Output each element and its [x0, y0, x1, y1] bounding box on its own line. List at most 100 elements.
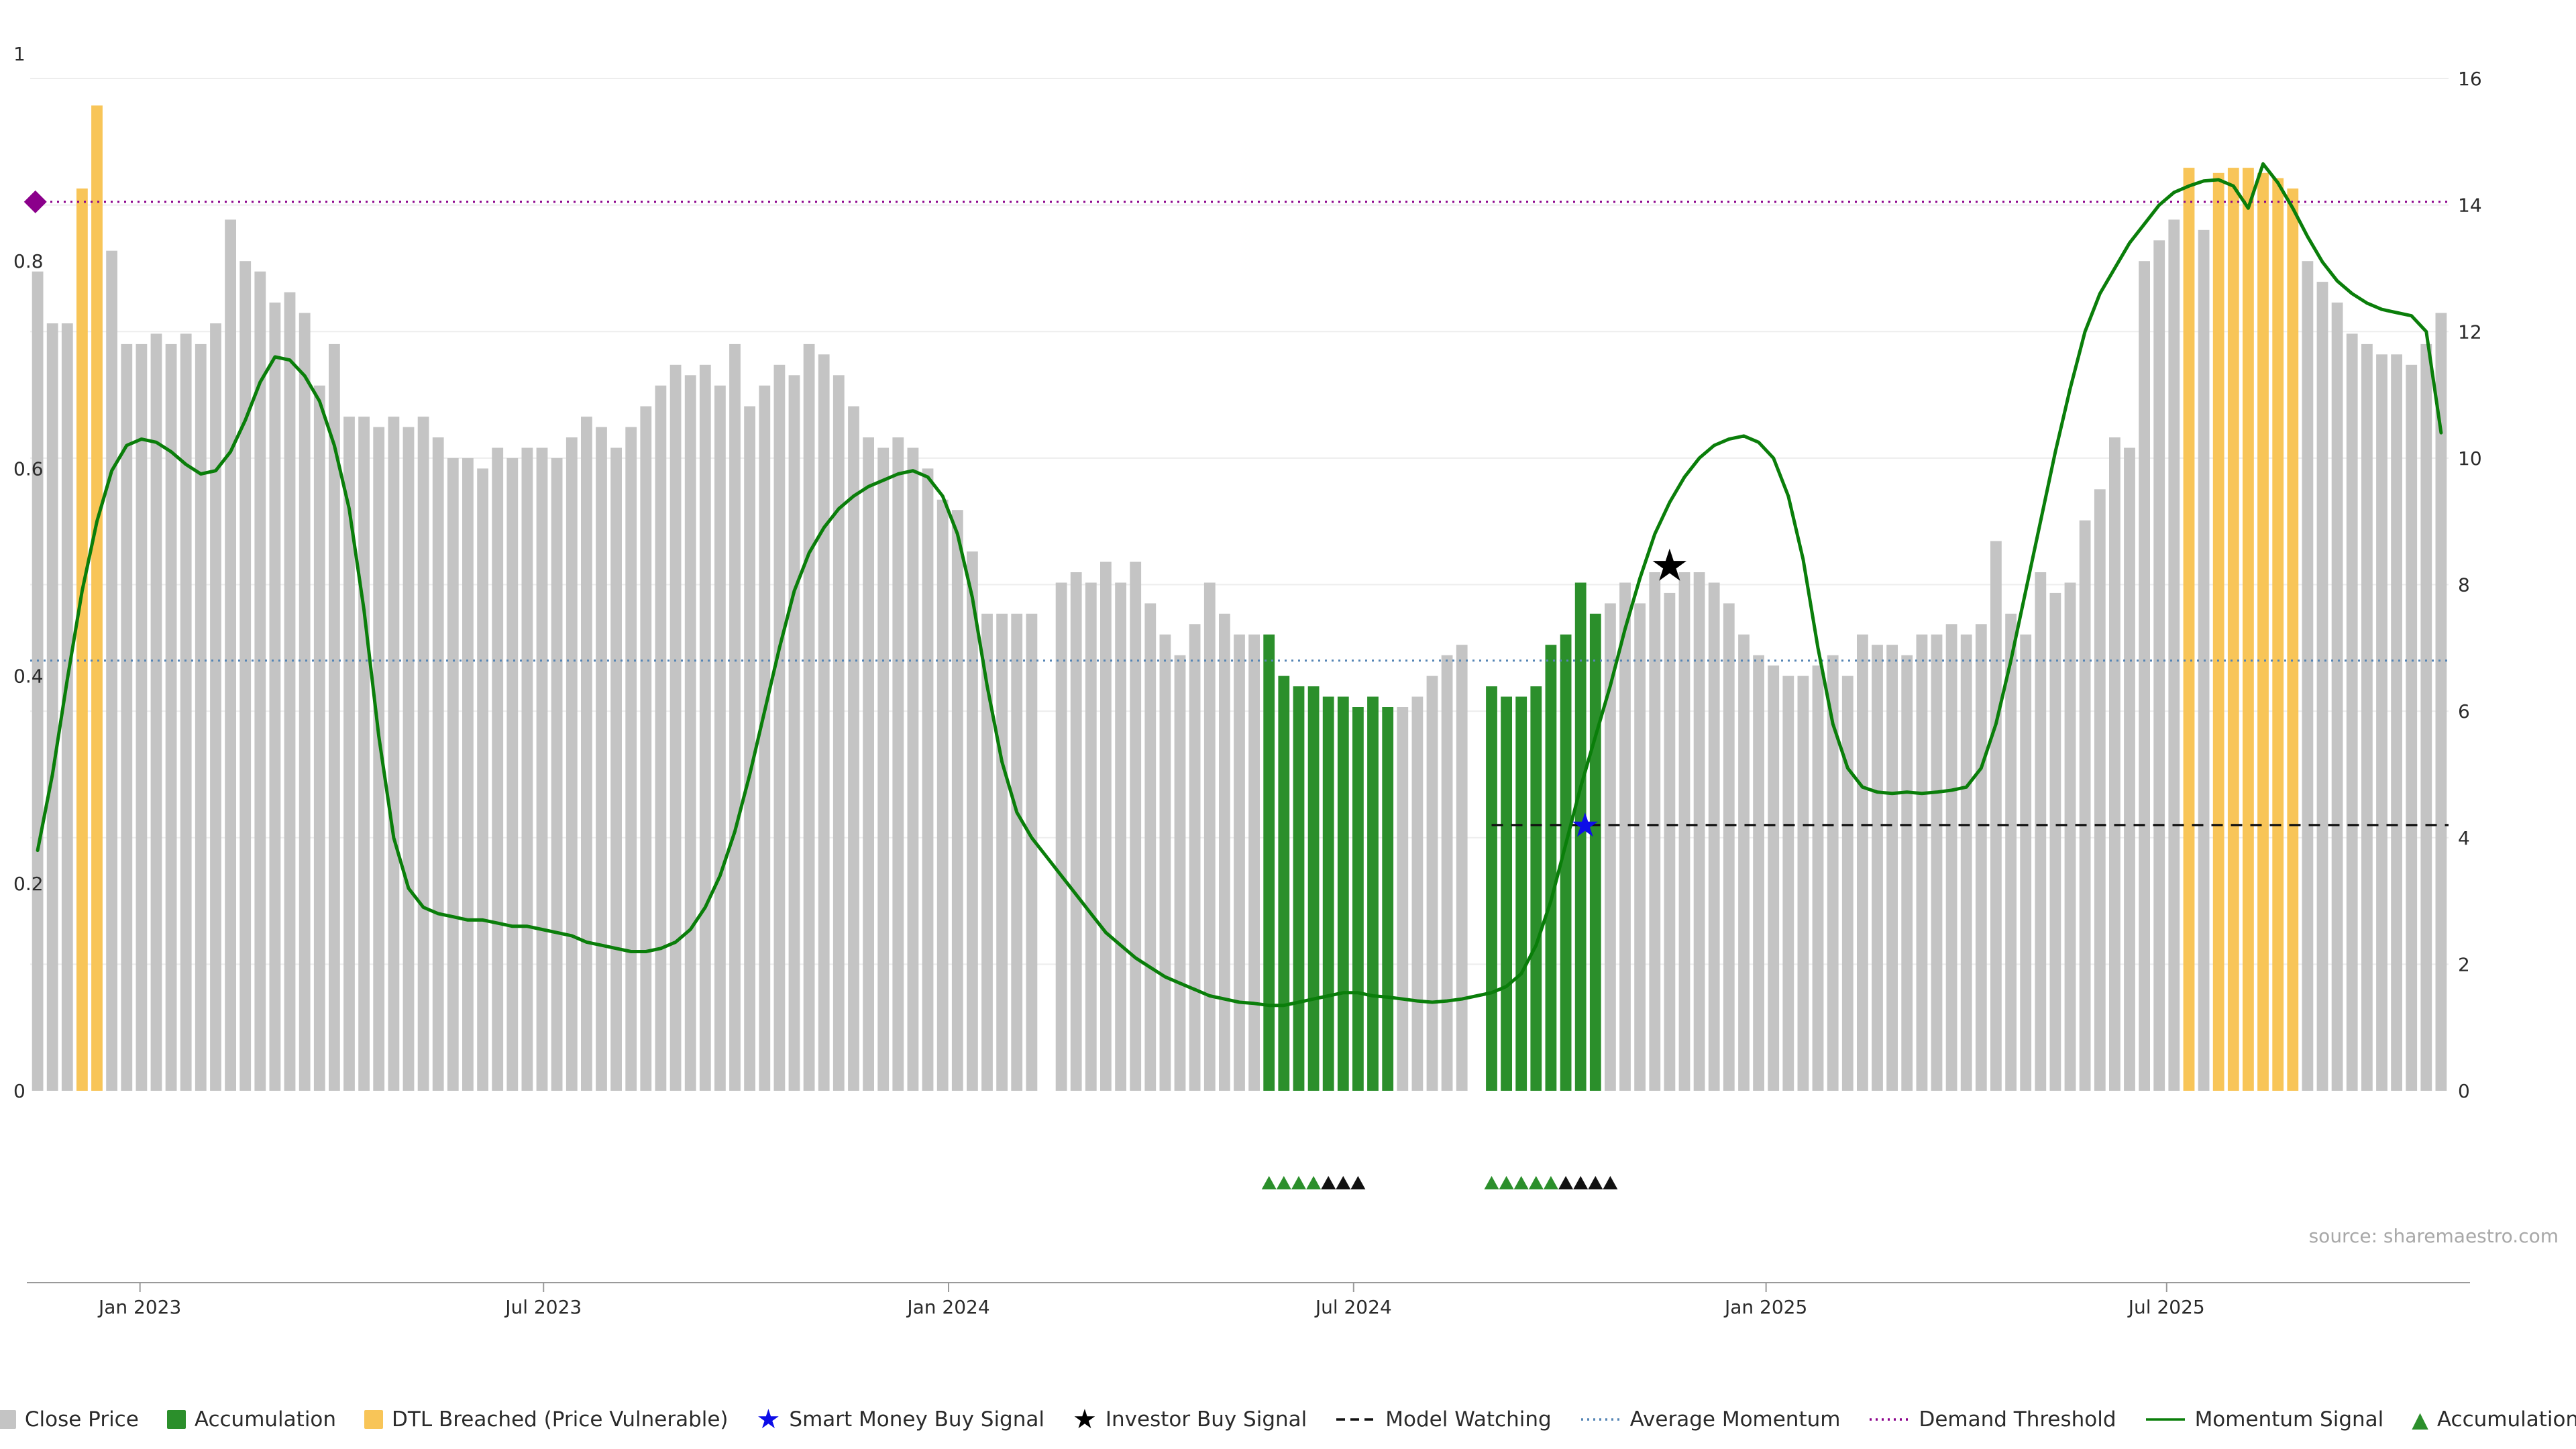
close-price-bar [432, 437, 444, 1091]
right-axis-tick-label: 0 [2458, 1080, 2470, 1102]
close-price-bar [1411, 696, 1424, 1091]
accumulation-triangle [1528, 1176, 1544, 1189]
close-price-bar [1426, 676, 1438, 1091]
close-price-bar [1085, 582, 1097, 1091]
legend-label: Accumulation [2436, 1407, 2576, 1432]
close-price-bar [1159, 634, 1171, 1091]
accumulation-triangle [1484, 1176, 1499, 1189]
right-axis-tick-label: 14 [2458, 195, 2482, 217]
close-price-bar [566, 437, 578, 1091]
accumulation-bar [1278, 676, 1290, 1091]
close-price-bar [1975, 624, 1987, 1091]
close-price-bar [1605, 603, 1616, 1091]
legend-label: Demand Threshold [1919, 1407, 2116, 1432]
bars-layer [32, 105, 2447, 1091]
signal-triangle [1350, 1176, 1366, 1189]
close-price-bar [402, 427, 415, 1091]
close-price-bar [2406, 364, 2418, 1091]
legend-dashed-line-icon [1335, 1416, 1377, 1423]
close-price-bar [417, 417, 429, 1091]
accumulation-triangle [1261, 1176, 1277, 1189]
accumulation-bar [1263, 634, 1275, 1091]
legend-item-dtl-breached-price-vulnerable: DTL Breached (Price Vulnerable) [364, 1407, 729, 1432]
close-price-bar [848, 406, 859, 1091]
momentum-signal-line [36, 162, 2443, 1008]
close-price-bar [1144, 603, 1157, 1091]
accumulation-bar [1322, 696, 1334, 1091]
close-price-bar [1634, 603, 1646, 1091]
close-price-bar [936, 499, 949, 1091]
dtl-breached-bar [2212, 172, 2224, 1091]
signal-triangle-row [1261, 1176, 1618, 1189]
left-axis-tick-label: 0.8 [13, 250, 44, 272]
close-price-bar [1203, 582, 1216, 1091]
close-price-bar [1738, 634, 1750, 1091]
legend-triangle-icon: ▲ [2412, 1407, 2428, 1432]
close-price-bar [46, 323, 58, 1091]
signal-triangle [1603, 1176, 1618, 1189]
dtl-breached-bar [2227, 168, 2239, 1091]
close-price-bar [1931, 634, 1943, 1091]
close-price-bar [121, 343, 133, 1091]
legend-item-momentum-signal: Momentum Signal [2145, 1407, 2384, 1432]
close-price-bar [136, 343, 148, 1091]
signal-triangle [1321, 1176, 1336, 1189]
close-price-bar [951, 510, 963, 1091]
accumulation-bar [1589, 613, 1601, 1091]
smart-money-buy-signal-marker: ★ [1570, 806, 1600, 845]
close-price-bar [907, 447, 919, 1091]
close-price-bar [225, 219, 236, 1091]
legend-label: Investor Buy Signal [1105, 1407, 1307, 1432]
close-price-bar [2361, 343, 2373, 1091]
close-price-bar [759, 385, 771, 1091]
close-price-bar [640, 406, 652, 1091]
legend-label: Momentum Signal [2194, 1407, 2384, 1432]
close-price-bar [596, 427, 607, 1091]
close-price-bar [1753, 655, 1764, 1091]
accumulation-bar [1560, 634, 1572, 1091]
chart-legend: Close Price Accumulation DTL Breached (Pri… [0, 1406, 2576, 1433]
close-price-bar [922, 468, 934, 1091]
x-axis-date-label: Jan 2023 [97, 1296, 181, 1318]
close-price-bar [1026, 613, 1038, 1091]
legend-label: Smart Money Buy Signal [789, 1407, 1044, 1432]
accumulation-triangle [1543, 1176, 1558, 1189]
legend-square-icon [166, 1410, 186, 1429]
accumulation-triangle [1291, 1176, 1306, 1189]
x-axis-date-label: Jan 2025 [1723, 1296, 1807, 1318]
close-price-bar [2020, 634, 2032, 1091]
legend-item-demand-threshold: Demand Threshold [1868, 1407, 2116, 1432]
legend-item-model-watching: Model Watching [1335, 1407, 1552, 1432]
close-price-bar [581, 417, 592, 1091]
close-price-bar [506, 458, 519, 1091]
close-price-bar [2109, 437, 2121, 1091]
dtl-breached-bar [2183, 168, 2195, 1091]
signal-triangle [1588, 1176, 1603, 1189]
x-axis-date-label: Jan 2024 [906, 1296, 989, 1318]
close-price-bar [803, 343, 815, 1091]
close-price-bar [1248, 634, 1260, 1091]
legend-dotted-line-icon [1580, 1416, 1621, 1423]
close-price-bar [2302, 261, 2314, 1091]
close-price-bar [447, 458, 459, 1091]
close-price-bar [744, 406, 755, 1091]
close-price-bar [1812, 665, 1824, 1091]
close-price-bar [2420, 343, 2432, 1091]
close-price-bar [669, 364, 682, 1091]
right-axis-tick-label: 4 [2458, 827, 2470, 849]
legend-item-investor-buy-signal: ★ Investor Buy Signal [1073, 1406, 1307, 1433]
close-price-bar [833, 375, 845, 1091]
close-price-bar [150, 333, 162, 1091]
legend-item-close-price: Close Price [0, 1407, 139, 1432]
close-price-bar [284, 292, 296, 1091]
investor-buy-signal-marker: ★ [1650, 540, 1689, 592]
legend-item-average-momentum: Average Momentum [1580, 1407, 1840, 1432]
accumulation-bar [1515, 696, 1527, 1091]
accumulation-bar [1574, 582, 1587, 1091]
close-price-bar [1664, 592, 1676, 1091]
close-price-bar [2391, 354, 2402, 1091]
close-price-bar [1619, 582, 1631, 1091]
accumulation-triangle [1306, 1176, 1322, 1189]
